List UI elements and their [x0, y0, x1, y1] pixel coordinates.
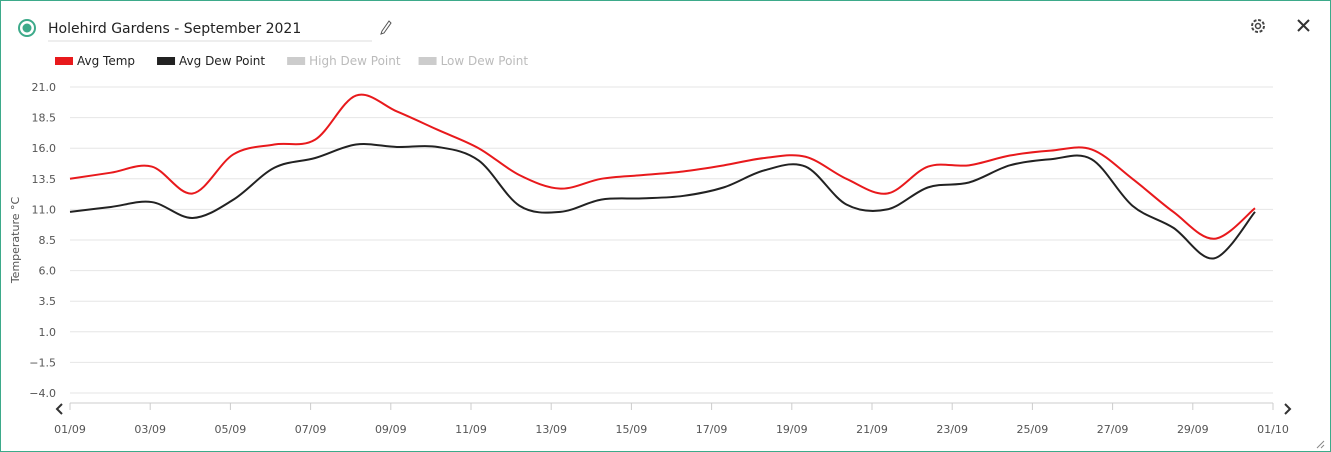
radio-dot — [22, 23, 32, 33]
x-tick-label: 25/09 — [1017, 423, 1049, 436]
legend-swatch — [418, 57, 437, 65]
resize-grip[interactable] — [1316, 440, 1325, 449]
next-arrow[interactable] — [1284, 403, 1292, 415]
legend-label[interactable]: Avg Dew Point — [179, 54, 265, 68]
legend-swatch — [157, 57, 176, 65]
series-line — [69, 143, 1256, 260]
series-line — [69, 93, 1256, 240]
settings-icon[interactable] — [1251, 19, 1265, 33]
legend-swatch — [55, 57, 73, 65]
x-tick-label: 19/09 — [776, 423, 808, 436]
x-tick-label: 23/09 — [936, 423, 968, 436]
y-tick-label: 11.0 — [32, 203, 57, 216]
y-tick-label: 1.0 — [39, 326, 57, 339]
y-tick-label: 21.0 — [32, 81, 57, 94]
legend-swatch — [287, 57, 306, 65]
x-tick-label: 05/09 — [215, 423, 247, 436]
y-tick-label: 16.0 — [32, 142, 57, 155]
y-tick-label: 13.5 — [32, 173, 57, 186]
x-tick-label: 27/09 — [1097, 423, 1129, 436]
prev-arrow[interactable] — [55, 403, 63, 415]
x-tick-label: 07/09 — [295, 423, 327, 436]
x-tick-label: 03/09 — [134, 423, 166, 436]
x-tick-label: 17/09 — [696, 423, 728, 436]
chart-title[interactable]: Holehird Gardens - September 2021 — [48, 21, 301, 37]
radio-icon[interactable] — [18, 19, 36, 37]
close-icon[interactable] — [1297, 19, 1310, 32]
edit-icon[interactable] — [380, 20, 392, 35]
x-tick-label: 09/09 — [375, 423, 407, 436]
y-tick-label: −4.0 — [29, 387, 56, 400]
x-tick-label: 13/09 — [535, 423, 567, 436]
y-tick-label: 8.5 — [39, 234, 57, 247]
x-tick-label: 01/10 — [1257, 423, 1289, 436]
x-tick-label: 29/09 — [1177, 423, 1209, 436]
y-axis-label: Temperature °C — [9, 197, 22, 285]
x-tick-label: 01/09 — [54, 423, 86, 436]
x-tick-label: 11/09 — [455, 423, 487, 436]
x-tick-label: 15/09 — [616, 423, 648, 436]
legend-label[interactable]: Low Dew Point — [441, 54, 529, 68]
x-tick-label: 21/09 — [856, 423, 888, 436]
y-tick-label: −1.5 — [29, 356, 56, 369]
legend-label[interactable]: High Dew Point — [309, 54, 401, 68]
y-tick-label: 6.0 — [39, 265, 57, 278]
legend-label[interactable]: Avg Temp — [77, 54, 135, 68]
y-tick-label: 3.5 — [39, 295, 57, 308]
y-tick-label: 18.5 — [32, 112, 57, 125]
